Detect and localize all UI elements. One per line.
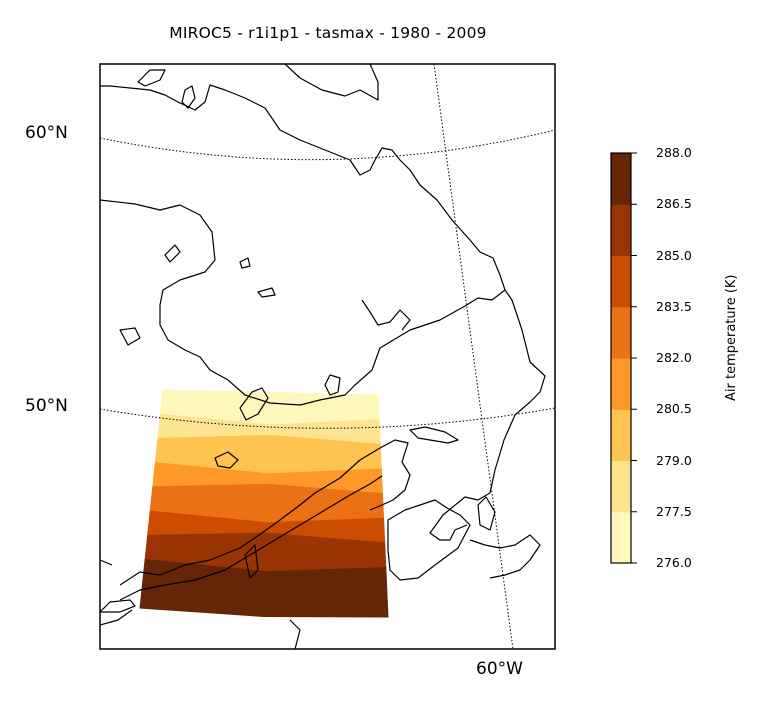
colorbar-block	[611, 511, 631, 564]
colorbar-tick-label: 288.0	[656, 145, 692, 160]
temperature-band	[139, 581, 389, 618]
colorbar-block	[611, 204, 631, 256]
colorbar-tick-label: 282.0	[656, 350, 692, 365]
colorbar-tick-label: 276.0	[656, 555, 692, 570]
colorbar-block	[611, 358, 631, 410]
coastlines	[100, 64, 546, 649]
lat-label-50n: 50°N	[25, 396, 68, 416]
colorbar-tick-label: 280.5	[656, 401, 692, 417]
colorbar-label: Air temperature (K)	[724, 274, 739, 402]
colorbar-block	[611, 153, 631, 205]
colorbar-block	[611, 409, 631, 461]
colorbar-tick-label: 277.5	[656, 503, 692, 519]
lon-label-60w: 60°W	[476, 659, 523, 679]
colorbar-tick-label: 283.5	[656, 298, 692, 314]
lat-label-60n: 60°N	[25, 123, 68, 143]
colorbar-block	[611, 306, 631, 359]
colorbar-tick-label: 279.0	[656, 452, 692, 468]
temperature-field	[139, 389, 389, 618]
colorbar-block	[611, 255, 631, 308]
parallel-50n	[100, 407, 555, 429]
colorbar-tick-label: 285.0	[656, 247, 692, 263]
colorbar-tick-label: 286.5	[656, 196, 692, 212]
map-frame	[99, 63, 556, 650]
parallel-60n	[100, 129, 555, 161]
meridian-60w	[433, 64, 514, 649]
map-title: MIROC5 - r1i1p1 - tasmax - 1980 - 2009	[169, 24, 487, 42]
colorbar-block	[611, 460, 631, 513]
